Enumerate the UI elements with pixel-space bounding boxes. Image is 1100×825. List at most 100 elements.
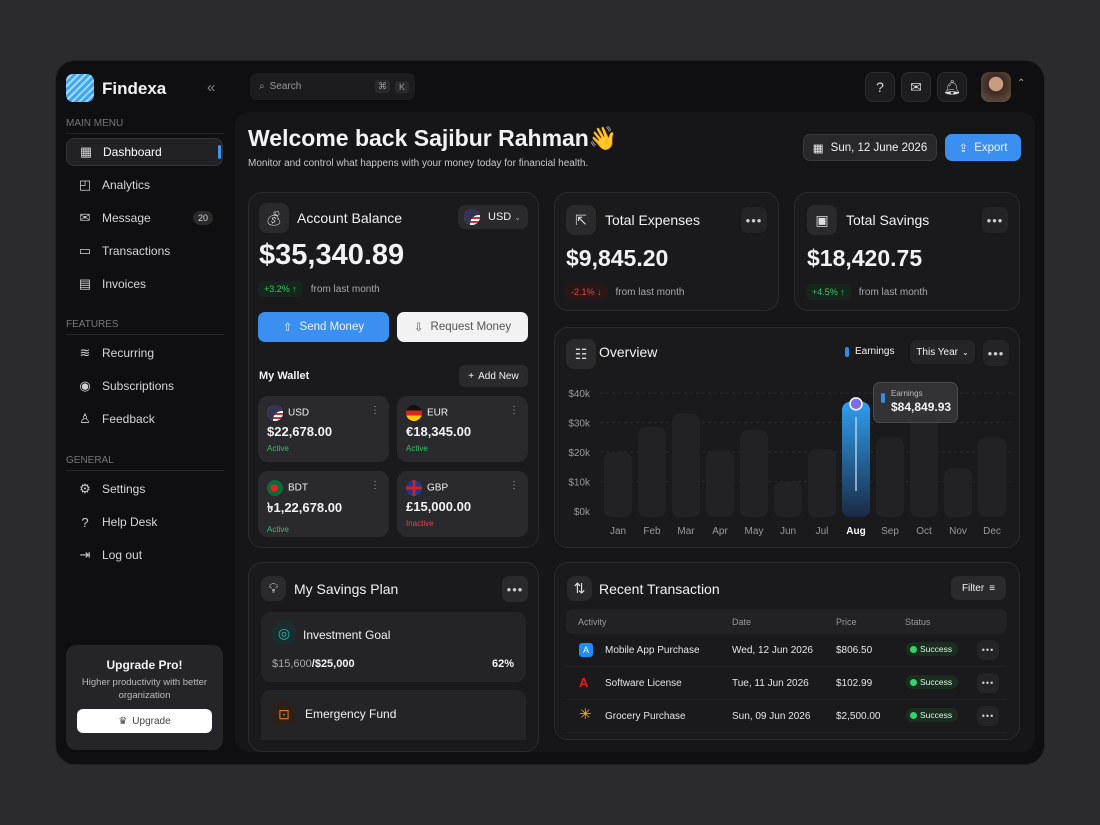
- user-badge-icon: ◉: [79, 378, 91, 393]
- upload-icon: ⇧: [282, 322, 293, 334]
- sidebar-item-analytics[interactable]: ◰ Analytics: [78, 177, 151, 192]
- period-select[interactable]: This Year ⌄: [910, 340, 975, 364]
- wallet-status: Inactive: [406, 519, 434, 528]
- filter-button[interactable]: Filter ≡: [951, 576, 1006, 600]
- y-tick-label: $40k: [568, 389, 591, 400]
- sidebar-item-message[interactable]: ✉ Message 20: [66, 204, 223, 232]
- row-more-button[interactable]: •••: [977, 673, 999, 693]
- sidebar-item-transactions[interactable]: ▭ Transactions: [78, 243, 171, 258]
- notification-button[interactable]: 🔔︎: [937, 72, 967, 102]
- send-money-button[interactable]: ⇧ Send Money: [258, 312, 389, 342]
- bar-feb: [638, 426, 666, 517]
- export-button[interactable]: ⇪ Export: [945, 134, 1021, 161]
- layers-icon: ≋: [79, 345, 91, 360]
- message-count-badge: 20: [192, 211, 213, 225]
- tooltip-label: Earnings: [891, 389, 923, 398]
- invoice-icon: ▤: [78, 276, 92, 291]
- y-tick-label: $10k: [568, 478, 591, 489]
- x-tick-label: Jul: [816, 526, 829, 537]
- active-indicator: [218, 145, 221, 159]
- collapse-sidebar-icon[interactable]: «: [207, 79, 216, 96]
- wallet-status: Active: [267, 525, 289, 534]
- goal-amount: $15,600/$25,000: [272, 658, 355, 670]
- savings-goal-investment[interactable]: ◎ Investment Goal $15,600/$25,000 62%: [261, 612, 526, 682]
- wallet-card-usd[interactable]: USD ⋮ $22,678.00 Active: [258, 396, 389, 462]
- wallet-menu-icon[interactable]: ⋮: [509, 480, 519, 491]
- list-icon: ☷: [566, 339, 596, 369]
- currency-select[interactable]: USD ⌄: [458, 205, 528, 229]
- row-more-button[interactable]: •••: [977, 706, 999, 726]
- bar-may: [740, 429, 768, 517]
- sidebar-item-recurring[interactable]: ≋ Recurring: [66, 339, 223, 367]
- tooltip-swatch: [881, 393, 885, 403]
- account-chevron-icon[interactable]: ⌃: [1017, 78, 1026, 89]
- date-button[interactable]: ▦ Sun, 12 June 2026: [803, 134, 937, 161]
- shortcut-cmd: ⌘: [374, 80, 390, 93]
- help-icon: ?: [81, 514, 89, 530]
- add-new-wallet-button[interactable]: + Add New: [459, 365, 528, 387]
- bar-jun: [774, 481, 802, 517]
- bar-mar: [672, 413, 700, 517]
- request-money-button[interactable]: ⇩ Request Money: [397, 312, 528, 342]
- help-button[interactable]: ?: [865, 72, 895, 102]
- sidebar-item-log-out[interactable]: ⇥ Log out: [66, 541, 223, 569]
- savings-goal-emergency[interactable]: ⊡ Emergency Fund: [261, 690, 526, 740]
- x-tick-label: Sep: [881, 526, 899, 537]
- wallet-menu-icon[interactable]: ⋮: [370, 480, 380, 491]
- target-icon: ◎: [272, 621, 296, 645]
- calendar-icon: ▦: [812, 142, 824, 155]
- status-badge: Success: [906, 708, 959, 722]
- wallet-card-bdt[interactable]: BDT ⋮ ৳1,22,678.00 Active: [258, 471, 389, 537]
- savings-plan-more-button[interactable]: •••: [502, 576, 528, 602]
- table-row[interactable]: A Mobile App Purchase Wed, 12 Jun 2026 $…: [566, 634, 1006, 667]
- bd-flag-icon: [267, 480, 283, 496]
- mail-button[interactable]: ✉: [901, 72, 931, 102]
- x-tick-label: Aug: [846, 526, 865, 537]
- crown-icon: ♛: [118, 715, 128, 727]
- account-balance-title: Account Balance: [297, 210, 403, 226]
- us-flag-icon: [464, 209, 480, 225]
- expenses-more-button[interactable]: •••: [741, 207, 767, 233]
- wallet-card-eur[interactable]: EUR ⋮ €18,345.00 Active: [397, 396, 528, 462]
- search-input[interactable]: ⌕ Search ⌘ K: [250, 73, 415, 100]
- overview-more-button[interactable]: •••: [983, 340, 1009, 366]
- sidebar-item-subscriptions[interactable]: ◉ Subscriptions: [66, 372, 223, 400]
- transfer-icon: ⇅: [567, 576, 592, 601]
- card-icon: ▭: [78, 243, 92, 258]
- upgrade-card: Upgrade Pro! Higher productivity with be…: [66, 645, 223, 750]
- logo-icon: [66, 74, 94, 102]
- wallet-menu-icon[interactable]: ⋮: [370, 405, 380, 416]
- row-more-button[interactable]: •••: [977, 640, 999, 660]
- status-badge: Success: [906, 675, 959, 689]
- upgrade-button[interactable]: ♛ Upgrade: [77, 709, 212, 733]
- wallet-status: Active: [267, 444, 289, 453]
- sidebar-item-invoices[interactable]: ▤ Invoices: [78, 276, 147, 291]
- avatar[interactable]: [981, 72, 1011, 102]
- plus-icon: +: [468, 370, 475, 382]
- column-activity: Activity: [578, 617, 607, 627]
- grid-icon: ▦: [79, 144, 93, 159]
- table-row[interactable]: ✳ Grocery Purchase Sun, 09 Jun 2026 $2,5…: [566, 700, 1006, 733]
- savings-change: +4.5% ↑ from last month: [806, 284, 928, 300]
- sidebar-item-settings[interactable]: ⚙ Settings: [66, 475, 223, 503]
- app-store-icon: A: [579, 643, 593, 657]
- wallet-card-gbp[interactable]: GBP ⋮ £15,000.00 Inactive: [397, 471, 528, 537]
- y-tick-label: $30k: [568, 419, 591, 430]
- wallet-icon: 💰︎: [259, 203, 289, 233]
- x-tick-label: Mar: [677, 526, 695, 537]
- sidebar-item-feedback[interactable]: ♙ Feedback: [66, 405, 223, 433]
- savings-more-button[interactable]: •••: [982, 207, 1008, 233]
- sidebar-item-dashboard[interactable]: ▦ Dashboard: [66, 138, 223, 166]
- sidebar-item-help-desk[interactable]: ? Help Desk: [66, 508, 223, 536]
- shortcut-key: K: [394, 80, 409, 93]
- expenses-change: -2.1% ↓ from last month: [565, 284, 684, 300]
- my-wallet-title: My Wallet: [259, 370, 310, 382]
- wallet-amount: £15,000.00: [406, 499, 472, 514]
- table-row[interactable]: A Software License Tue, 11 Jun 2026 $102…: [566, 667, 1006, 700]
- wallet-amount: $22,678.00: [267, 424, 333, 439]
- bar-jul: [808, 449, 836, 517]
- adobe-icon: A: [579, 675, 589, 690]
- wallet-menu-icon[interactable]: ⋮: [509, 405, 519, 416]
- expense-icon: ⇱: [566, 205, 596, 235]
- column-price: Price: [836, 617, 857, 627]
